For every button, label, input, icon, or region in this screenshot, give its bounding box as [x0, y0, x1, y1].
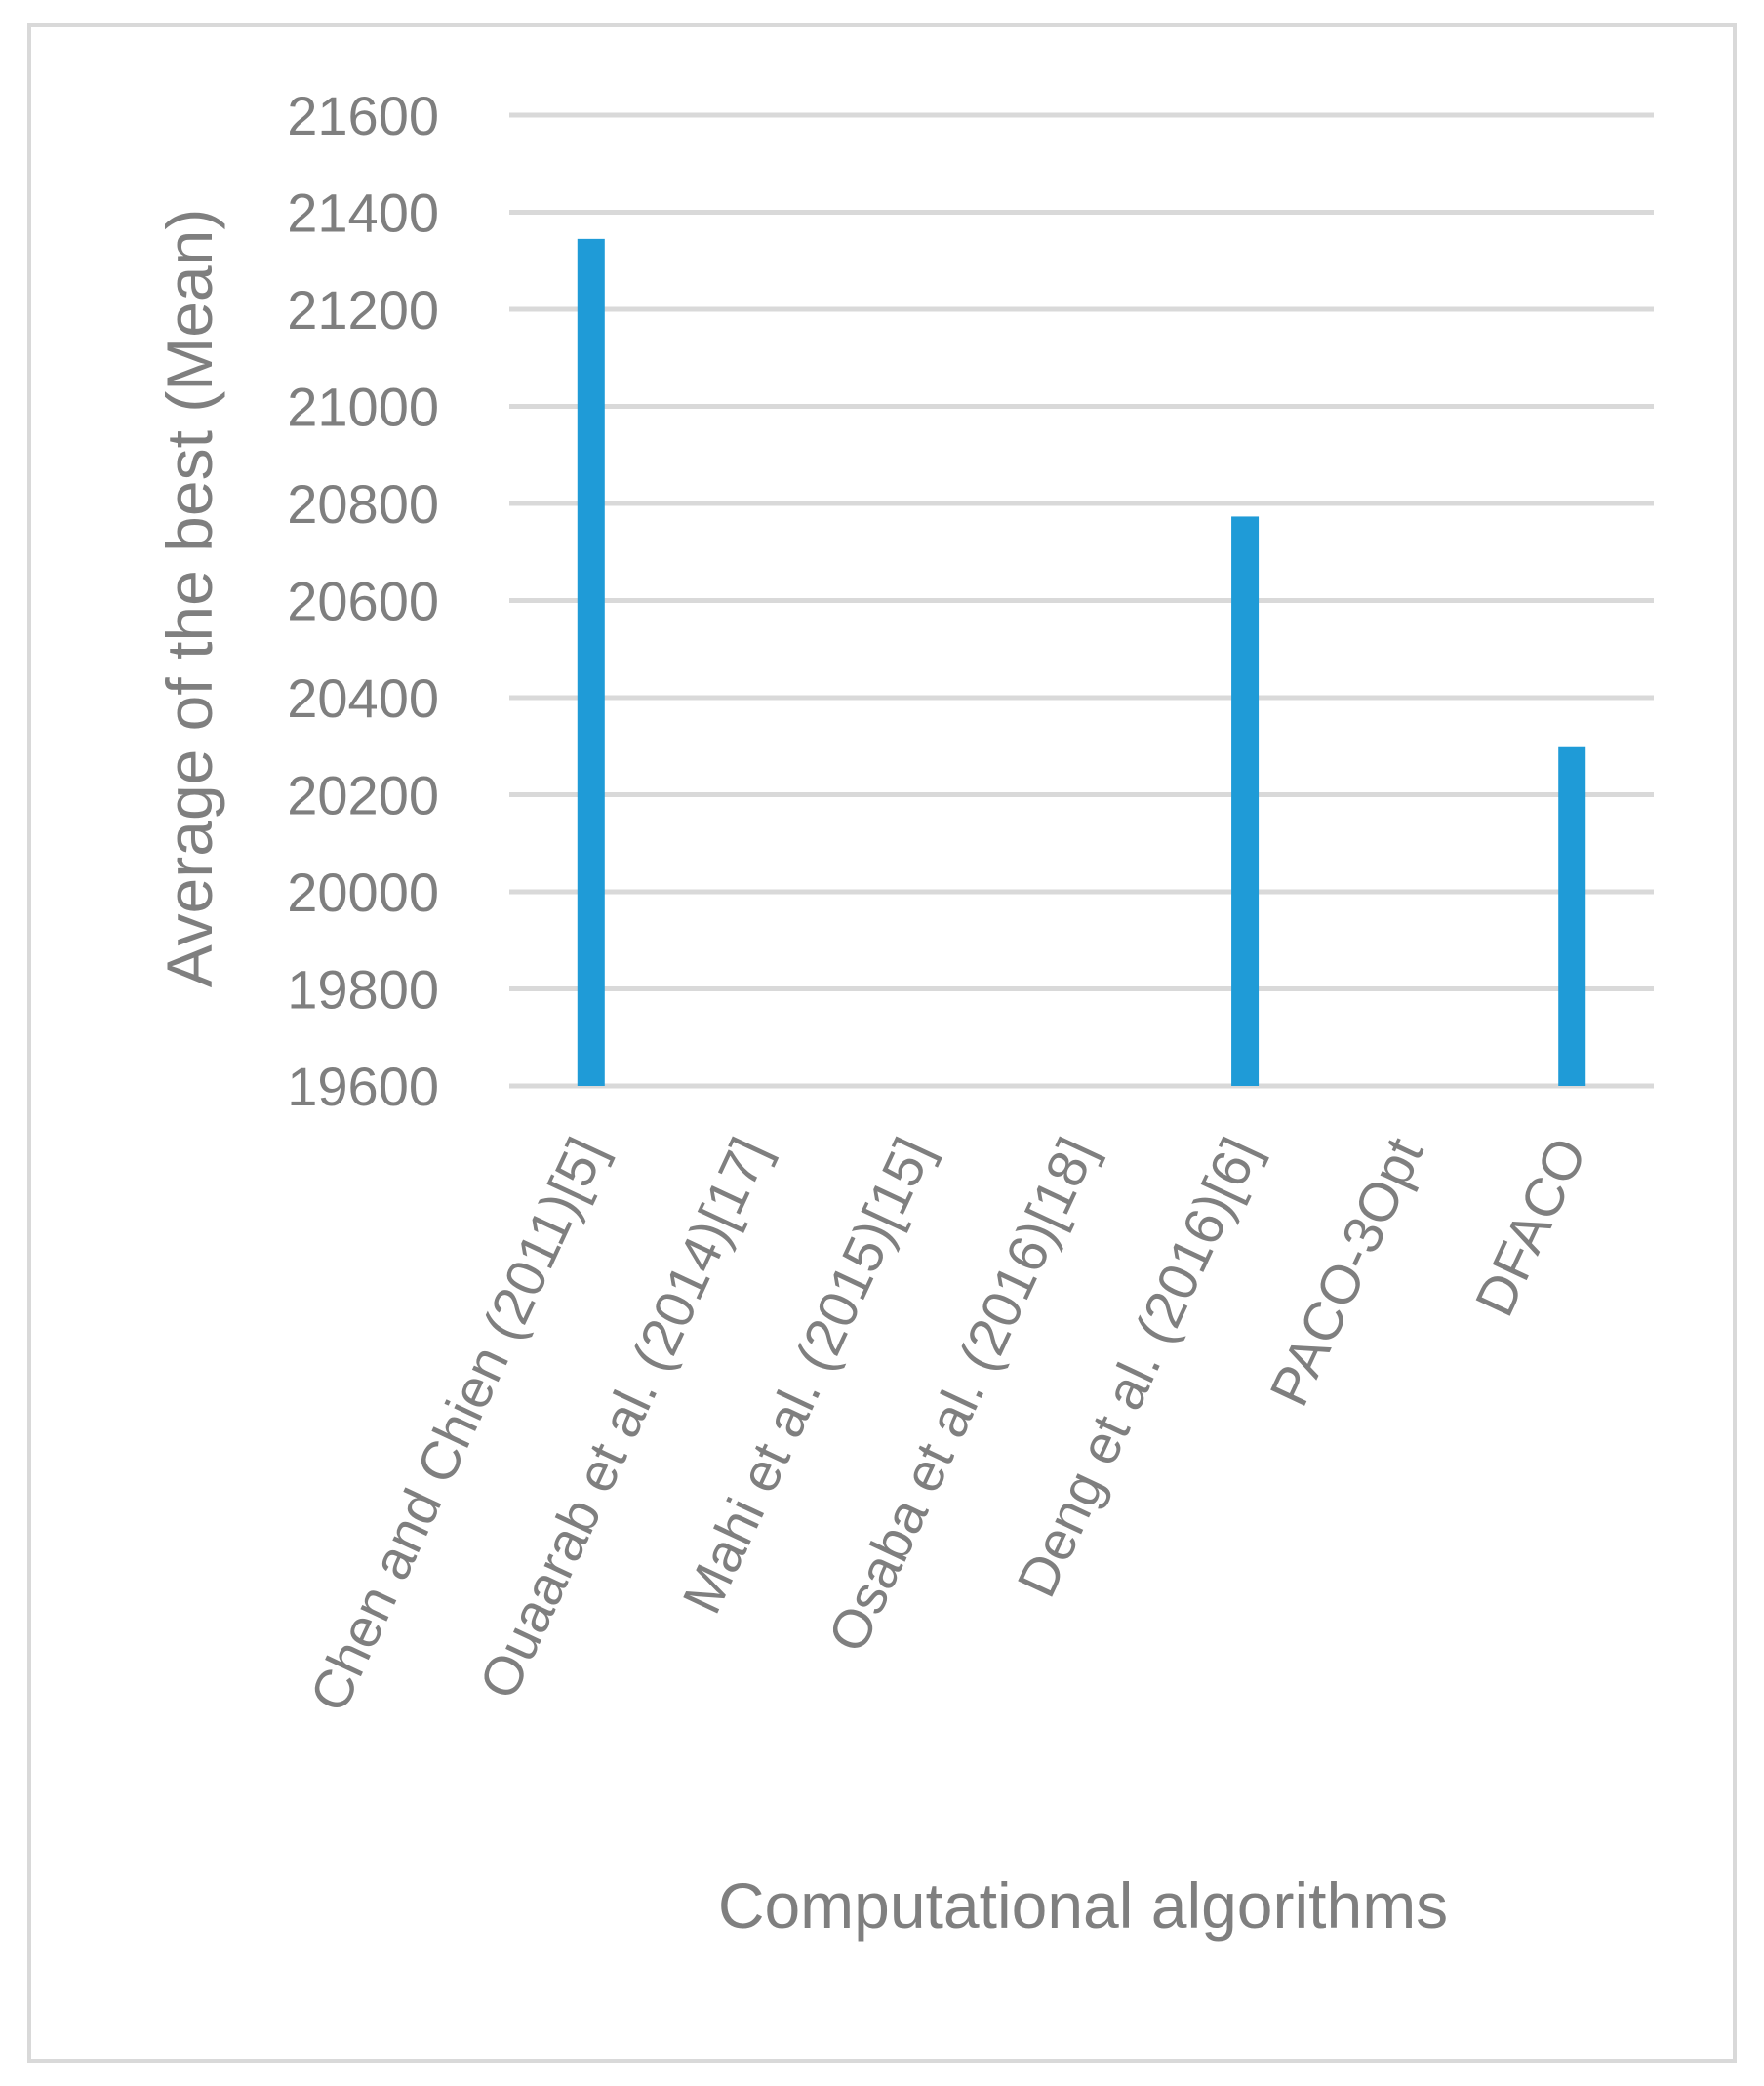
y-axis-ticks: 19600 19800 20000 20200 20400 20600 20800 21000…: [287, 85, 439, 1117]
y-tick-label: 20400: [287, 667, 439, 729]
y-tick-label: 21400: [287, 182, 439, 244]
bars: [577, 238, 1586, 1087]
bar-7: [1558, 746, 1586, 1086]
y-tick-label: 21200: [287, 279, 439, 341]
x-category-label: Ouaarab et al. (2014)[17]: [467, 1128, 782, 1707]
x-category-label: PACO-3Opt: [1258, 1128, 1435, 1415]
bar-1: [577, 238, 605, 1087]
bar-5: [1231, 516, 1260, 1086]
x-axis-category-labels: Chen and Chien (2011)[5]Ouaarab et al. (…: [298, 1128, 1598, 1720]
chart-frame: 19600 19800 20000 20200 20400 20600 20800 21000…: [27, 23, 1737, 2063]
y-axis-title: Average of the best (Mean): [153, 209, 225, 988]
y-tick-label: 20800: [287, 473, 439, 535]
y-tick-label: 20200: [287, 765, 439, 826]
y-tick-label: 21000: [287, 377, 439, 438]
y-tick-label: 21600: [287, 85, 439, 146]
x-category-label: DFACO: [1463, 1128, 1598, 1324]
x-category-label: Chen and Chien (2011)[5]: [298, 1128, 618, 1720]
gridlines: [509, 112, 1654, 1089]
x-axis-title: Computational algorithms: [718, 1869, 1448, 1942]
y-tick-label: 19800: [287, 959, 439, 1021]
y-tick-label: 20600: [287, 571, 439, 632]
y-tick-label: 19600: [287, 1056, 439, 1117]
bar-chart: 19600 19800 20000 20200 20400 20600 20800 21000…: [153, 85, 1654, 1942]
y-tick-label: 20000: [287, 862, 439, 923]
